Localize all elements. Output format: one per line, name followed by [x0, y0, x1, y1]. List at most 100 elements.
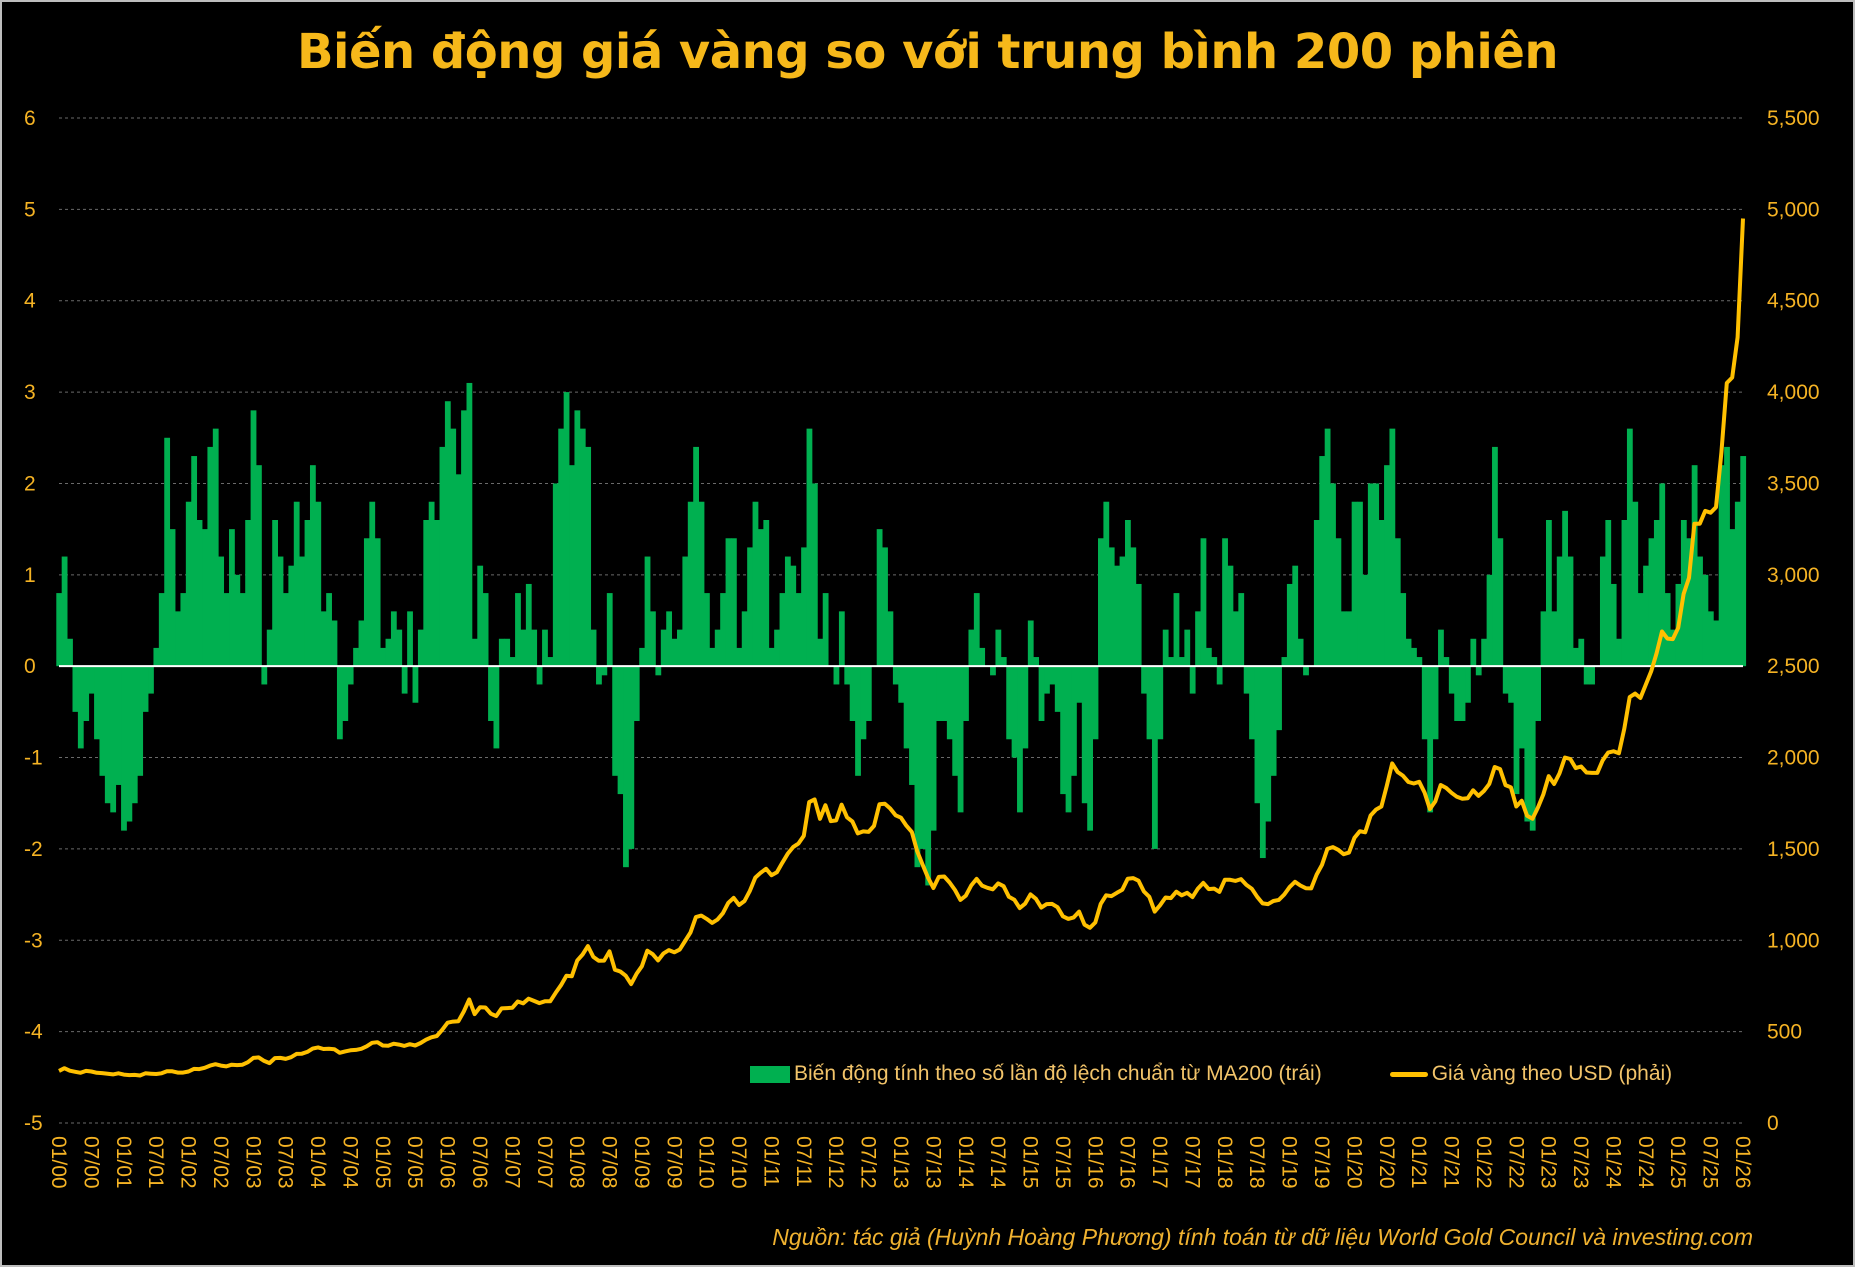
deviation-bar	[1319, 456, 1326, 667]
left-tick-label: 2	[24, 472, 36, 495]
x-tick-label: 01/23	[1537, 1136, 1560, 1189]
x-tick-label: 01/12	[824, 1136, 847, 1189]
deviation-bar	[1448, 666, 1455, 694]
deviation-bar	[1734, 501, 1741, 667]
deviation-bar	[903, 666, 910, 749]
x-tick-label: 01/11	[759, 1136, 782, 1187]
deviation-bar	[698, 501, 705, 667]
deviation-bar	[61, 556, 68, 667]
deviation-bar	[1599, 556, 1606, 667]
deviation-bar	[666, 611, 673, 667]
deviation-bar	[1178, 657, 1185, 667]
deviation-bar	[973, 593, 980, 667]
legend-label-bars: Biến động tính theo số lần độ lệch chuẩn…	[794, 1062, 1322, 1085]
deviation-bar	[1384, 465, 1390, 667]
deviation-bar	[525, 583, 532, 667]
deviation-bar	[1605, 520, 1612, 667]
deviation-bar	[67, 638, 73, 667]
deviation-bar	[309, 465, 316, 667]
deviation-bar	[536, 666, 543, 685]
x-tick-label: 01/07	[500, 1136, 523, 1189]
deviation-bar	[687, 501, 694, 667]
deviation-bar	[1502, 666, 1509, 694]
deviation-bar	[1616, 638, 1622, 667]
deviation-bar	[1017, 666, 1023, 813]
deviation-bar	[1637, 593, 1644, 667]
deviation-bar	[347, 666, 354, 685]
deviation-bar	[811, 483, 818, 667]
deviation-bar	[439, 446, 446, 667]
deviation-bar	[1470, 638, 1477, 667]
deviation-bar	[1686, 538, 1693, 667]
chart-title: Biến động giá vàng so với trung bình 200…	[296, 24, 1559, 80]
deviation-bar	[212, 428, 219, 667]
deviation-bar	[1583, 666, 1590, 685]
deviation-bar	[1643, 565, 1649, 667]
deviation-bar	[1098, 538, 1104, 667]
deviation-bar	[655, 666, 662, 676]
deviation-bar	[747, 547, 753, 667]
deviation-bar	[1303, 666, 1309, 676]
x-tick-label: 07/22	[1504, 1136, 1527, 1189]
deviation-bar	[725, 538, 732, 667]
right-tick-label: 4,000	[1767, 381, 1820, 404]
left-tick-label: -1	[24, 747, 43, 770]
deviation-bar	[596, 666, 602, 685]
source-note: Nguồn: tác giả (Huỳnh Hoàng Phương) tính…	[772, 1224, 1753, 1250]
deviation-bar	[547, 657, 554, 667]
deviation-bar	[919, 666, 926, 849]
deviation-bar	[471, 638, 478, 667]
deviation-bar	[277, 556, 284, 667]
x-tick-label: 07/07	[533, 1136, 556, 1189]
deviation-bar	[930, 666, 937, 831]
deviation-bar	[1389, 428, 1396, 667]
deviation-bar	[428, 501, 435, 667]
deviation-bar	[1211, 657, 1218, 667]
deviation-bar	[682, 556, 689, 667]
x-tick-label: 07/08	[598, 1136, 621, 1189]
deviation-bar	[1562, 510, 1568, 667]
deviation-bar	[1027, 620, 1034, 667]
deviation-bar	[1432, 666, 1439, 740]
deviation-bar	[1022, 666, 1029, 749]
deviation-bar	[1724, 446, 1730, 667]
deviation-bar	[606, 593, 613, 667]
deviation-bar	[1092, 666, 1099, 740]
deviation-bar	[1200, 538, 1207, 667]
deviation-bar	[844, 666, 851, 685]
x-tick-label: 01/02	[177, 1136, 200, 1189]
deviation-bar	[239, 593, 246, 667]
x-tick-label: 01/15	[1019, 1136, 1042, 1189]
deviation-bar	[941, 666, 948, 721]
deviation-bar	[763, 520, 770, 667]
deviation-bar	[1162, 629, 1169, 667]
deviation-bar	[1718, 465, 1725, 667]
deviation-bar	[677, 629, 683, 667]
deviation-bar	[1006, 666, 1013, 740]
x-tick-label: 01/26	[1731, 1136, 1754, 1189]
deviation-bar	[423, 520, 430, 667]
deviation-bar	[207, 446, 214, 667]
deviation-bar	[1049, 666, 1056, 685]
deviation-bar	[1427, 666, 1434, 813]
deviation-bar	[563, 392, 570, 667]
deviation-bar	[612, 666, 619, 776]
deviation-bar	[1610, 583, 1617, 667]
deviation-bar	[374, 538, 381, 667]
deviation-bar	[1378, 520, 1385, 667]
deviation-bar	[363, 538, 370, 667]
x-tick-label: 01/10	[695, 1136, 718, 1189]
left-tick-label: 6	[24, 107, 36, 130]
deviation-bar	[822, 593, 829, 667]
deviation-bar	[1340, 611, 1347, 667]
deviation-bar	[1335, 538, 1342, 667]
deviation-bar	[1578, 638, 1585, 667]
deviation-bar	[520, 629, 527, 667]
deviation-bar	[1243, 666, 1250, 694]
legend-swatch-line	[1389, 1071, 1428, 1077]
deviation-bar	[860, 666, 867, 740]
deviation-bar	[1416, 657, 1423, 667]
deviation-bar	[817, 638, 824, 667]
x-tick-label: 07/04	[338, 1136, 361, 1189]
